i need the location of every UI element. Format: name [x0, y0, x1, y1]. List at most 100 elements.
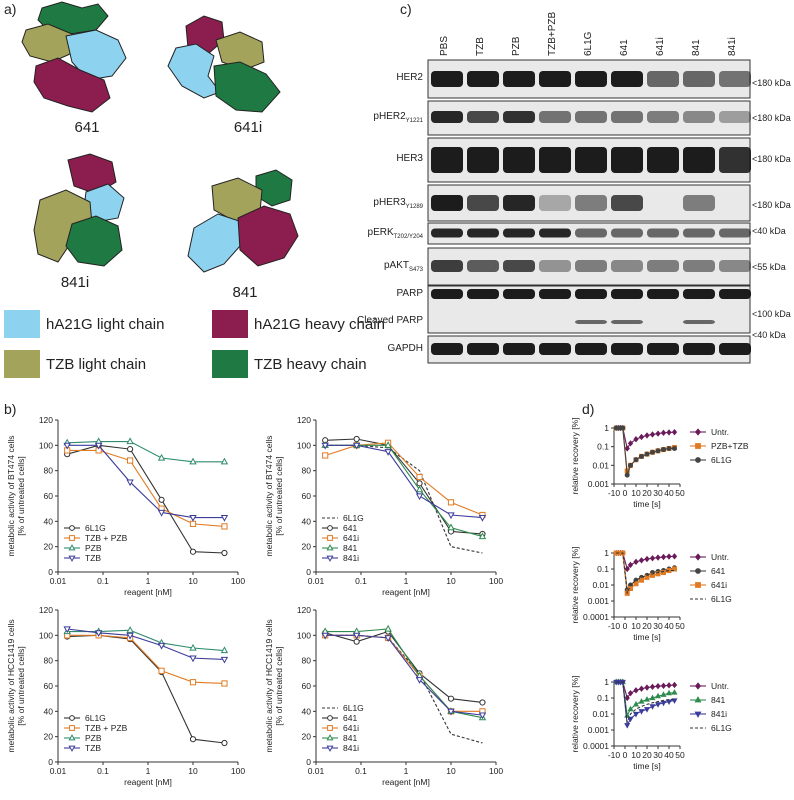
y-tick-label: 120: [39, 605, 53, 615]
chart: 0.0001 0.001 0.01 0.1 1 -10 0 10 20 30 40 50 time [s…: [570, 676, 732, 772]
y-tick-label: 0.001: [588, 725, 610, 735]
data-point: [628, 586, 633, 592]
size-label: <180 kDa: [752, 200, 791, 210]
x-tick-label: 10: [446, 766, 456, 776]
y-tick-label: 0.01: [592, 580, 609, 590]
x-tick-label: 20: [642, 621, 652, 631]
band: [611, 320, 643, 324]
band: [683, 147, 715, 173]
series-line: [67, 449, 225, 527]
series-line: [325, 634, 483, 716]
data-point: [94, 442, 103, 450]
data-point: [638, 557, 645, 564]
x-tick-label: 30: [653, 750, 663, 760]
band: [683, 71, 715, 87]
band: [719, 228, 751, 238]
legend-label: 641i: [343, 533, 359, 543]
legend-marker: [695, 443, 701, 449]
data-point: [189, 736, 197, 743]
x-tick-label: 40: [664, 621, 674, 631]
data-point: [352, 442, 361, 450]
x-tick-label: 1: [146, 766, 151, 776]
x-tick-label: 50: [675, 488, 685, 498]
x-axis-label: reagent [nM]: [124, 587, 172, 597]
data-point: [189, 548, 197, 555]
chain: [237, 205, 299, 267]
data-point: [221, 523, 228, 530]
data-point: [322, 452, 329, 459]
data-point: [126, 437, 134, 445]
y-tick-label: 120: [39, 415, 53, 425]
band: [611, 195, 643, 211]
x-axis-label: reagent [nM]: [382, 587, 430, 597]
legend-label: TZB + PZB: [85, 723, 128, 733]
band: [719, 71, 751, 87]
data-point: [479, 699, 486, 706]
data-point: [189, 514, 197, 522]
band: [431, 228, 463, 238]
lane-label: TZB+PZB: [547, 11, 558, 56]
band: [611, 111, 643, 123]
data-point: [624, 445, 630, 452]
band: [575, 343, 607, 355]
data-point: [639, 453, 644, 459]
data-point: [189, 643, 197, 651]
y-tick-label: 0: [48, 567, 53, 577]
band: [539, 111, 571, 123]
chart: 0 20 40 60 80 100 120 0.01 0.1 1 10 100 reagent [nM]…: [6, 415, 245, 597]
panel-label: d): [582, 401, 594, 417]
data-point: [654, 702, 662, 708]
legend-label: 6L1G: [711, 723, 732, 733]
data-point: [671, 553, 678, 560]
data-point: [655, 554, 661, 561]
row-label-sub: Y1289: [406, 204, 424, 210]
data-point: [671, 428, 678, 436]
size-label: <180 kDa: [752, 113, 791, 123]
data-point: [666, 553, 672, 560]
data-point: [158, 496, 165, 503]
size-label: <40 kDa: [752, 226, 786, 236]
data-point: [655, 448, 661, 454]
row-label-main: pHER3: [373, 197, 406, 208]
series-line: [325, 630, 483, 704]
series-line: [67, 628, 225, 660]
lane-label: 841: [691, 39, 702, 56]
data-point: [633, 687, 639, 694]
data-point: [415, 485, 424, 493]
data-point: [655, 682, 661, 690]
data-point: [649, 431, 656, 438]
data-point: [221, 739, 228, 747]
series-line: [67, 634, 225, 685]
legend-label: PZB+TZB: [711, 441, 749, 451]
x-tick-label: 10: [631, 488, 641, 498]
data-point: [353, 435, 360, 443]
legend-marker: [694, 711, 702, 718]
x-tick-label: 10: [446, 576, 456, 586]
legend-label: 6L1G: [85, 713, 106, 723]
data-point: [447, 512, 455, 520]
structure: [187, 169, 299, 273]
x-tick-label: 0.1: [97, 766, 109, 776]
data-point: [620, 425, 626, 431]
band: [467, 260, 499, 272]
x-tick-label: 50: [675, 750, 685, 760]
y-tick-label: 0.001: [588, 479, 610, 489]
data-point: [624, 694, 630, 702]
x-tick-label: 0.01: [50, 766, 67, 776]
data-point: [415, 493, 424, 501]
legend-label: 641: [711, 566, 725, 576]
x-tick-label: 100: [489, 766, 503, 776]
legend-label: 841: [343, 733, 357, 743]
data-point: [633, 457, 639, 463]
legend-marker: [327, 535, 333, 541]
band: [647, 228, 679, 238]
legend-label: 841: [343, 543, 357, 553]
y-axis-label: relative recovery [%]: [570, 676, 580, 753]
data-point: [639, 577, 644, 583]
y-tick-label: 100: [297, 630, 311, 640]
band: [575, 111, 607, 123]
data-point: [447, 523, 455, 531]
band: [683, 260, 715, 272]
row-label: pERKT202/Y204: [368, 227, 424, 240]
